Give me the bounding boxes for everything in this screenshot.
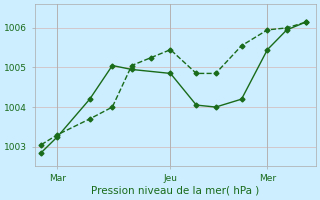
X-axis label: Pression niveau de la mer( hPa ): Pression niveau de la mer( hPa ) [91, 186, 260, 196]
